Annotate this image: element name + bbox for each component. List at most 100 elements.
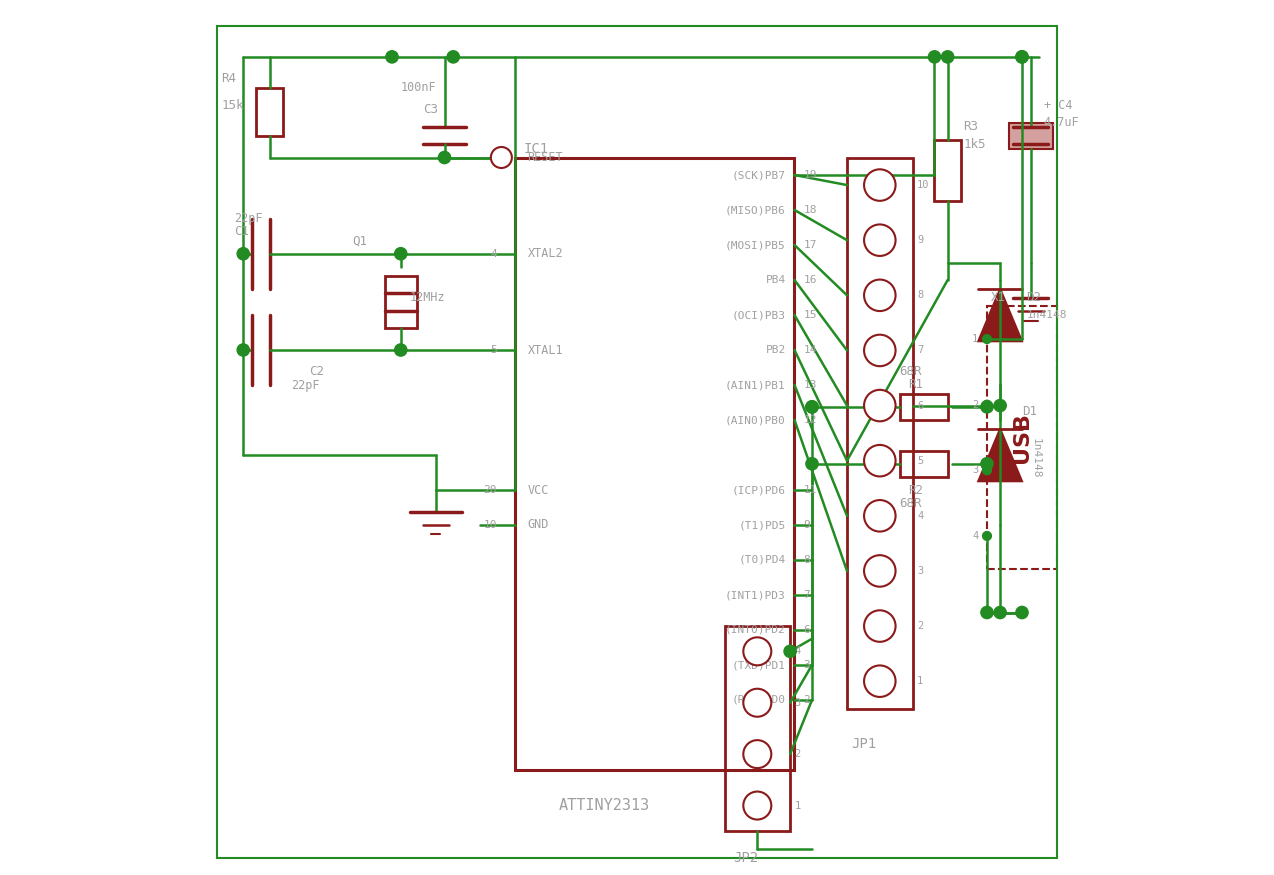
Text: 7: 7 xyxy=(803,590,810,600)
Circle shape xyxy=(994,399,1006,411)
Circle shape xyxy=(982,466,991,475)
Text: 100nF: 100nF xyxy=(401,81,437,94)
Text: (T1)PD5: (T1)PD5 xyxy=(739,520,786,530)
Circle shape xyxy=(982,401,991,410)
Text: 1n4148: 1n4148 xyxy=(1027,310,1066,320)
Bar xyxy=(935,140,961,201)
Circle shape xyxy=(386,51,397,63)
Circle shape xyxy=(981,606,994,619)
Text: 4: 4 xyxy=(490,248,497,259)
Circle shape xyxy=(1015,51,1028,63)
Circle shape xyxy=(237,248,250,260)
Text: R1: R1 xyxy=(908,379,924,391)
Text: JP1: JP1 xyxy=(851,737,877,751)
Text: 17: 17 xyxy=(803,240,817,250)
Circle shape xyxy=(981,401,994,413)
Circle shape xyxy=(929,51,940,63)
Text: 4: 4 xyxy=(795,647,801,656)
Circle shape xyxy=(994,606,1006,619)
Text: 1k5: 1k5 xyxy=(963,138,986,150)
Circle shape xyxy=(490,147,512,168)
Circle shape xyxy=(864,390,896,421)
Text: VCC: VCC xyxy=(527,484,549,496)
Circle shape xyxy=(941,51,954,63)
Text: 7: 7 xyxy=(917,346,924,355)
Circle shape xyxy=(743,637,771,665)
Text: 20: 20 xyxy=(484,485,497,495)
Bar xyxy=(1009,123,1052,149)
Text: 5: 5 xyxy=(490,345,497,355)
Circle shape xyxy=(864,555,896,586)
Text: 22pF: 22pF xyxy=(292,379,320,391)
Bar xyxy=(256,88,283,136)
Text: 10: 10 xyxy=(484,520,497,530)
Text: + C4: + C4 xyxy=(1043,99,1073,111)
Text: 9: 9 xyxy=(917,235,924,245)
Text: (ICP)PD6: (ICP)PD6 xyxy=(731,485,786,495)
Text: 2: 2 xyxy=(917,621,924,631)
Text: (T0)PD4: (T0)PD4 xyxy=(739,555,786,565)
Text: 4.7uF: 4.7uF xyxy=(1043,116,1079,129)
Text: X1: X1 xyxy=(991,291,1006,304)
Circle shape xyxy=(395,248,406,260)
Bar xyxy=(847,158,912,709)
Circle shape xyxy=(237,344,250,356)
Text: 1: 1 xyxy=(795,801,801,810)
Text: 1: 1 xyxy=(917,676,924,686)
Bar xyxy=(987,306,1057,569)
Bar xyxy=(899,394,948,420)
Text: XTAL1: XTAL1 xyxy=(527,344,563,356)
Text: PB4: PB4 xyxy=(766,275,786,285)
Text: 4: 4 xyxy=(917,511,924,521)
Text: 3: 3 xyxy=(803,660,810,670)
Text: ATTINY2313: ATTINY2313 xyxy=(558,797,650,813)
Text: R4: R4 xyxy=(222,73,237,85)
Text: 11: 11 xyxy=(803,485,817,495)
Text: (MOSI)PB5: (MOSI)PB5 xyxy=(725,240,786,250)
Circle shape xyxy=(438,151,451,164)
Circle shape xyxy=(864,279,896,311)
Circle shape xyxy=(981,458,994,470)
Circle shape xyxy=(864,444,896,476)
Text: 2: 2 xyxy=(803,695,810,705)
Circle shape xyxy=(864,224,896,255)
Text: (SCK)PB7: (SCK)PB7 xyxy=(731,170,786,180)
Text: 1: 1 xyxy=(490,152,497,163)
Polygon shape xyxy=(978,429,1022,481)
Text: 1: 1 xyxy=(972,334,978,344)
Circle shape xyxy=(806,401,818,413)
Text: 10: 10 xyxy=(917,180,930,190)
Text: 22pF: 22pF xyxy=(234,213,262,225)
Text: 14: 14 xyxy=(803,345,817,355)
Bar xyxy=(515,158,795,770)
Text: 8: 8 xyxy=(803,555,810,565)
Text: GND: GND xyxy=(527,519,549,531)
Circle shape xyxy=(395,344,406,356)
Text: 6: 6 xyxy=(917,401,924,410)
Text: 68R: 68R xyxy=(899,366,922,378)
Circle shape xyxy=(743,689,771,717)
Circle shape xyxy=(982,532,991,541)
Text: (AIN1)PB1: (AIN1)PB1 xyxy=(725,380,786,390)
Text: 68R: 68R xyxy=(899,497,922,509)
Circle shape xyxy=(864,334,896,366)
Text: C3: C3 xyxy=(423,103,438,116)
Text: (TXD)PD1: (TXD)PD1 xyxy=(731,660,786,670)
Circle shape xyxy=(806,401,818,413)
Text: 3: 3 xyxy=(795,697,801,708)
Text: 5: 5 xyxy=(917,456,924,466)
Text: 16: 16 xyxy=(803,275,817,285)
Text: 1n4148: 1n4148 xyxy=(1031,438,1041,478)
Text: D1: D1 xyxy=(1022,405,1037,417)
Circle shape xyxy=(806,458,818,470)
Text: 6: 6 xyxy=(803,625,810,635)
Text: 12: 12 xyxy=(803,415,817,425)
Text: R3: R3 xyxy=(963,121,978,133)
Text: 13: 13 xyxy=(803,380,817,390)
Bar xyxy=(899,451,948,477)
Text: Q1: Q1 xyxy=(353,234,368,247)
Circle shape xyxy=(743,740,771,768)
Text: C2: C2 xyxy=(308,366,324,378)
Bar xyxy=(385,276,417,328)
Text: (INT0)PD2: (INT0)PD2 xyxy=(725,625,786,635)
